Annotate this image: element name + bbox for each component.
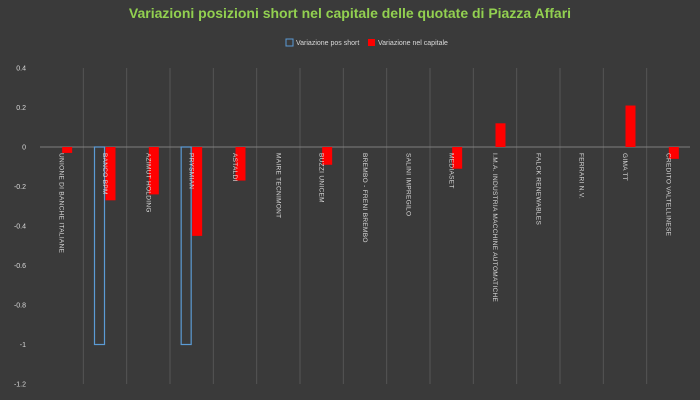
legend-swatch-capitale xyxy=(368,39,375,46)
x-category-label: CREDITO VALTELLINESE xyxy=(664,153,671,237)
x-category-label: AZIMUT HOLDING xyxy=(144,153,151,213)
bar-capitale xyxy=(148,147,159,195)
x-category-label: ASTALDI xyxy=(231,153,238,182)
x-category-label: SALINI IMPREGILO xyxy=(404,153,411,216)
bar-capitale xyxy=(235,147,246,181)
legend: Variazione pos short Variazione nel capit… xyxy=(285,38,448,47)
x-category-label: PRYSMIAN xyxy=(188,153,195,189)
y-tick-label: 0 xyxy=(22,145,26,152)
y-tick-label: -1.2 xyxy=(14,382,26,389)
legend-label-capitale: Variazione nel capitale xyxy=(378,40,448,47)
x-category-label: I.M.A. INDUSTRIA MACCHINE AUTOMATICHE xyxy=(491,153,498,303)
bar-capitale xyxy=(62,147,73,153)
grid xyxy=(40,68,690,384)
x-category-label: MAIRE TECNIMONT xyxy=(274,153,281,218)
y-tick-label: -0.2 xyxy=(14,184,26,191)
x-category-label: UNIONE DI BANCHE ITALIANE xyxy=(58,153,65,254)
y-tick-label: -0.8 xyxy=(14,303,26,310)
y-tick-label: -0.6 xyxy=(14,263,26,270)
x-category-label: FERRARI N.V. xyxy=(578,153,585,199)
y-tick-label: -0.4 xyxy=(14,224,26,231)
bar-capitale xyxy=(625,105,636,147)
x-category-label: BANCO BPM xyxy=(101,153,108,195)
x-category-label: BREMBO - FRENI BREMBO xyxy=(361,153,368,243)
bars xyxy=(62,105,679,346)
x-category-label: MEDIASET xyxy=(448,153,455,189)
x-category-label: FALCK RENEWABLES xyxy=(534,153,541,225)
bar-capitale xyxy=(105,147,116,201)
x-axis-labels: UNIONE DI BANCHE ITALIANE BANCO BPM AZIMUT… xyxy=(58,153,672,303)
bar-capitale xyxy=(495,123,506,147)
y-tick-label: 0.4 xyxy=(16,66,26,73)
bar-capitale xyxy=(452,147,463,169)
y-tick-label: 0.2 xyxy=(16,105,26,112)
x-category-label: GIMA TT xyxy=(621,153,628,181)
y-tick-label: -1 xyxy=(20,342,26,349)
y-axis: 0.4 0.2 0 -0.2 -0.4 -0.6 -0.8 -1 -1.2 xyxy=(14,66,26,389)
bar-pos-short xyxy=(93,146,106,346)
bar-pos-short xyxy=(180,146,192,346)
bar-capitale xyxy=(322,147,333,165)
legend-label-pos-short: Variazione pos short xyxy=(296,40,359,47)
chart-title: Variazioni posizioni short nel capitale … xyxy=(129,5,571,21)
bar-capitale xyxy=(192,147,203,236)
bar-capitale xyxy=(668,147,679,159)
x-category-label: BUZZI UNICEM xyxy=(318,153,325,203)
legend-swatch-pos-short xyxy=(285,38,294,47)
